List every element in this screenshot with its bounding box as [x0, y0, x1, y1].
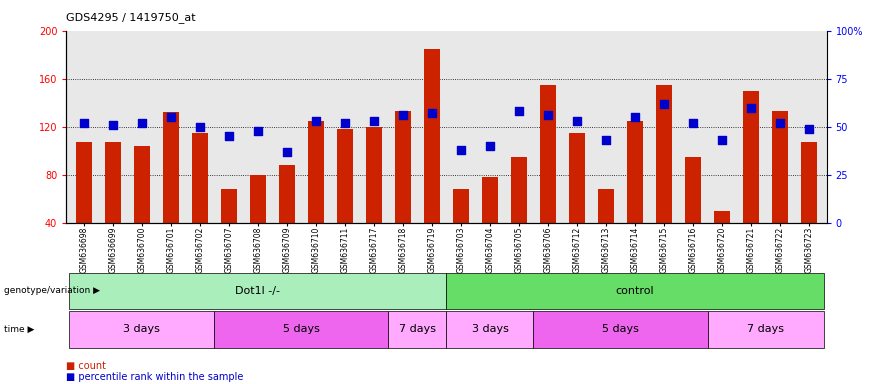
Bar [163, 112, 179, 223]
Text: ■ percentile rank within the sample: ■ percentile rank within the sample [66, 372, 244, 382]
Point [599, 137, 613, 143]
Point [367, 118, 381, 124]
Bar [221, 189, 237, 223]
Bar [743, 91, 759, 223]
Point [657, 101, 671, 107]
Point [222, 133, 236, 139]
Point [453, 147, 468, 153]
Point [425, 110, 439, 116]
Point [309, 118, 323, 124]
Point [134, 120, 149, 126]
Bar [801, 142, 817, 223]
Bar [453, 189, 469, 223]
Bar [133, 146, 149, 223]
Point [77, 120, 91, 126]
Point [193, 124, 207, 130]
Bar [337, 129, 353, 223]
Point [570, 118, 584, 124]
Text: ■ count: ■ count [66, 361, 106, 371]
Text: 7 days: 7 days [399, 324, 436, 334]
Bar [76, 142, 92, 223]
Text: GDS4295 / 1419750_at: GDS4295 / 1419750_at [66, 12, 196, 23]
Bar [424, 49, 440, 223]
Point [512, 108, 526, 114]
Text: 3 days: 3 days [123, 324, 160, 334]
Bar [627, 121, 643, 223]
Point [106, 122, 120, 128]
Text: Dot1l -/-: Dot1l -/- [235, 286, 280, 296]
Bar [772, 111, 789, 223]
Point [744, 104, 758, 111]
Bar [540, 85, 556, 223]
Point [628, 114, 642, 120]
Point [279, 149, 293, 155]
Bar [395, 111, 411, 223]
Text: time ▶: time ▶ [4, 325, 34, 334]
Bar [656, 85, 672, 223]
Point [773, 120, 787, 126]
Text: 5 days: 5 days [602, 324, 639, 334]
Bar [104, 142, 121, 223]
Bar [366, 127, 382, 223]
Bar [192, 133, 208, 223]
Bar [714, 211, 730, 223]
Bar [308, 121, 324, 223]
Bar [278, 165, 294, 223]
Text: control: control [616, 286, 654, 296]
Text: 7 days: 7 days [747, 324, 784, 334]
Point [802, 126, 816, 132]
Text: genotype/variation ▶: genotype/variation ▶ [4, 286, 101, 295]
Bar [482, 177, 498, 223]
Point [251, 127, 265, 134]
Text: 5 days: 5 days [283, 324, 320, 334]
Point [715, 137, 729, 143]
Bar [685, 157, 701, 223]
Text: 3 days: 3 days [471, 324, 508, 334]
Point [164, 114, 178, 120]
Bar [569, 133, 585, 223]
Bar [598, 189, 614, 223]
Bar [511, 157, 527, 223]
Point [396, 112, 410, 118]
Point [686, 120, 700, 126]
Point [541, 112, 555, 118]
Point [483, 143, 497, 149]
Point [338, 120, 352, 126]
Bar [250, 175, 266, 223]
